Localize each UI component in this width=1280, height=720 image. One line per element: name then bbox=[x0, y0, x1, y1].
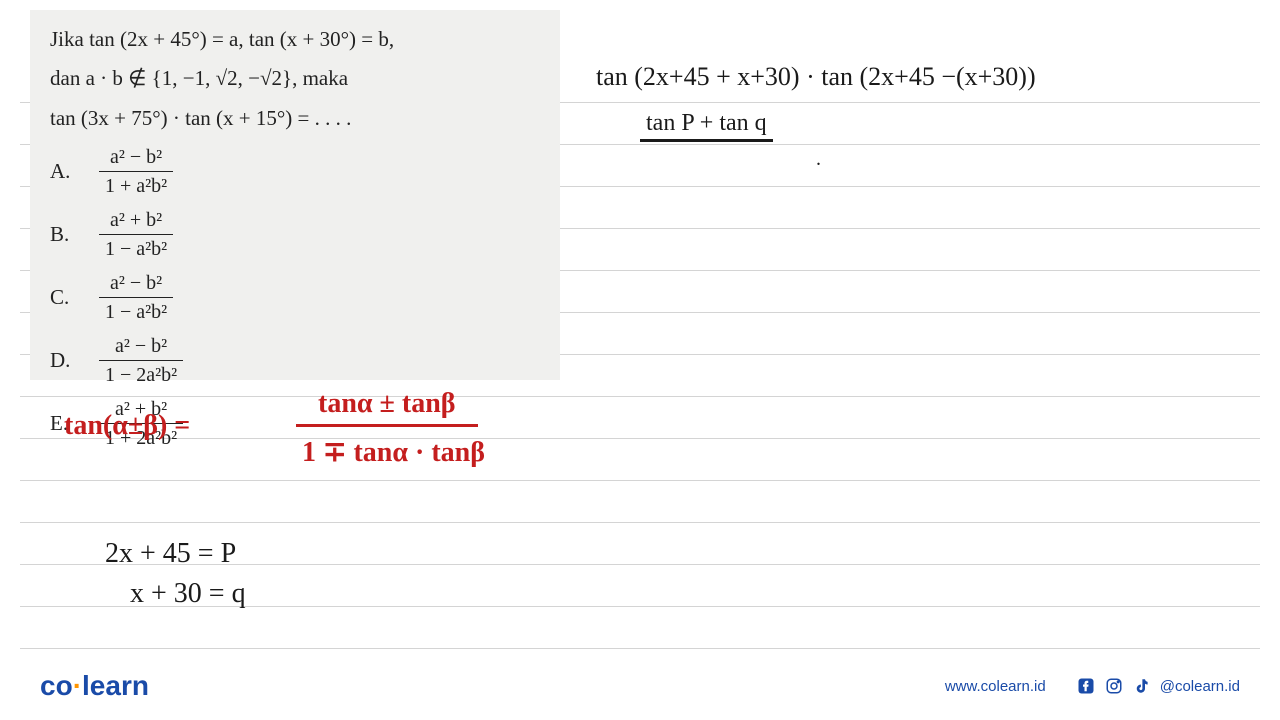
footer-url: www.colearn.id bbox=[945, 678, 1046, 695]
problem-statement: Jika tan (2x + 45°) = a, tan (x + 30°) =… bbox=[30, 10, 560, 380]
footer-bar: co·learn www.colearn.id @colearn.id bbox=[40, 670, 1240, 702]
problem-line-1: Jika tan (2x + 45°) = a, tan (x + 30°) =… bbox=[50, 25, 540, 54]
handwritten-formula-denominator: 1 ∓ tanα · tanβ bbox=[302, 435, 485, 469]
handwritten-sub-2: x + 30 = q bbox=[130, 578, 246, 610]
handwritten-dot: . bbox=[816, 148, 821, 171]
instagram-icon bbox=[1104, 676, 1124, 696]
footer-handle: @colearn.id bbox=[1160, 678, 1240, 695]
problem-line-2: dan a · b ∉ {1, −1, √2, −√2}, maka bbox=[50, 64, 540, 93]
problem-line-3: tan (3x + 75°) · tan (x + 15°) = . . . . bbox=[50, 104, 540, 133]
handwritten-formula-numerator: tanα ± tanβ bbox=[296, 388, 478, 427]
option-a: A. a² − b² 1 + a²b² bbox=[50, 143, 540, 200]
option-b: B. a² + b² 1 − a²b² bbox=[50, 206, 540, 263]
facebook-icon bbox=[1076, 676, 1096, 696]
option-c: C. a² − b² 1 − a²b² bbox=[50, 269, 540, 326]
handwritten-fraction-numerator: tan P + tan q bbox=[640, 110, 773, 142]
handwritten-step-1: tan (2x+45 + x+30) · tan (2x+45 −(x+30)) bbox=[596, 62, 1036, 92]
option-d: D. a² − b² 1 − 2a²b² bbox=[50, 332, 540, 389]
tiktok-icon bbox=[1132, 676, 1152, 696]
handwritten-formula-lhs: tan(α±β) = bbox=[64, 410, 190, 442]
colearn-logo: co·learn bbox=[40, 670, 149, 702]
social-handles: @colearn.id bbox=[1076, 676, 1240, 696]
handwritten-sub-1: 2x + 45 = P bbox=[105, 538, 236, 570]
